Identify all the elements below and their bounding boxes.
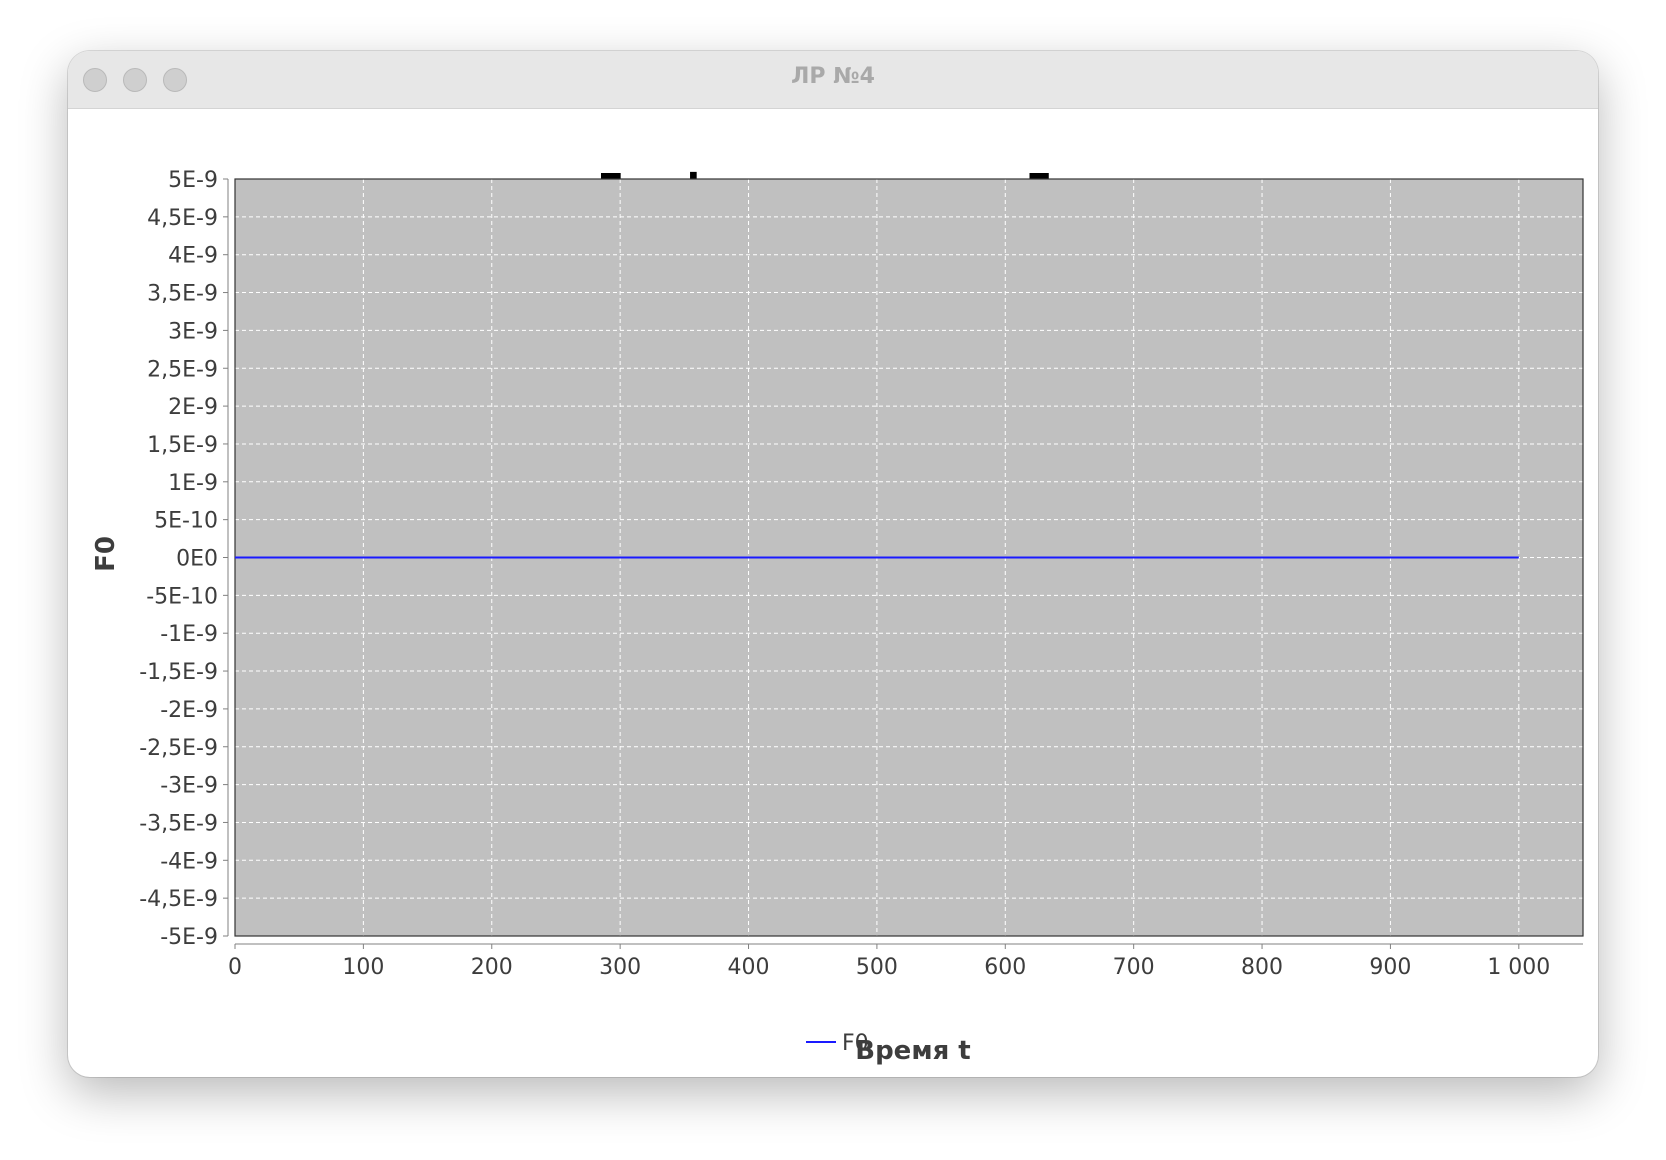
y-tick-label: 1E-9	[168, 471, 218, 496]
y-tick-label: -5E-9	[160, 925, 218, 950]
x-tick-label: 400	[728, 955, 770, 980]
y-tick-label: -5E-10	[146, 584, 218, 609]
y-tick-label: 5E-9	[168, 168, 218, 193]
y-tick-label: 3E-9	[168, 319, 218, 344]
y-tick-label: -1E-9	[160, 622, 218, 647]
x-tick-label: 300	[599, 955, 641, 980]
y-tick-label: -4E-9	[160, 849, 218, 874]
y-tick-label: -2E-9	[160, 698, 218, 723]
x-tick-label: 500	[856, 955, 898, 980]
y-tick-label: -1,5E-9	[139, 660, 218, 685]
y-tick-label: 2,5E-9	[147, 357, 218, 382]
chart: График изменения Fo 5E-94,5E-94E-93,5E-9…	[91, 166, 1584, 1066]
x-tick-label: 600	[984, 955, 1026, 980]
x-tick-label: 200	[471, 955, 513, 980]
app-window: ЛР №4 График изменения Fo 5E-94,5E-94E-9…	[68, 51, 1598, 1077]
y-tick-label: 5E-10	[154, 509, 218, 534]
x-tick-label: 700	[1113, 955, 1155, 980]
x-tick-label: 1 000	[1487, 955, 1550, 980]
close-button[interactable]	[83, 68, 107, 92]
y-axis-label: F0	[91, 536, 121, 572]
y-tick-label: 4,5E-9	[147, 206, 218, 231]
legend-label: F0	[842, 1031, 869, 1056]
y-tick-label: 2E-9	[168, 395, 218, 420]
zoom-button[interactable]	[163, 68, 187, 92]
y-tick-label: -3,5E-9	[139, 811, 218, 836]
y-tick-label: 0E0	[176, 547, 218, 572]
title-bar[interactable]: ЛР №4	[68, 51, 1598, 109]
minimize-button[interactable]	[123, 68, 147, 92]
x-tick-label: 800	[1241, 955, 1283, 980]
window-title: ЛР №4	[791, 64, 875, 89]
x-tick-label: 100	[342, 955, 384, 980]
y-tick-label: 1,5E-9	[147, 433, 218, 458]
y-tick-label: -3E-9	[160, 774, 218, 799]
y-tick-label: 3,5E-9	[147, 282, 218, 307]
legend: F0	[806, 1031, 869, 1056]
y-tick-label: -4,5E-9	[139, 887, 218, 912]
x-tick-label: 0	[228, 955, 242, 980]
x-tick-label: 900	[1369, 955, 1411, 980]
x-axis-label: Время t	[855, 1036, 971, 1066]
y-tick-label: 4E-9	[168, 244, 218, 269]
y-tick-label: -2,5E-9	[139, 736, 218, 761]
